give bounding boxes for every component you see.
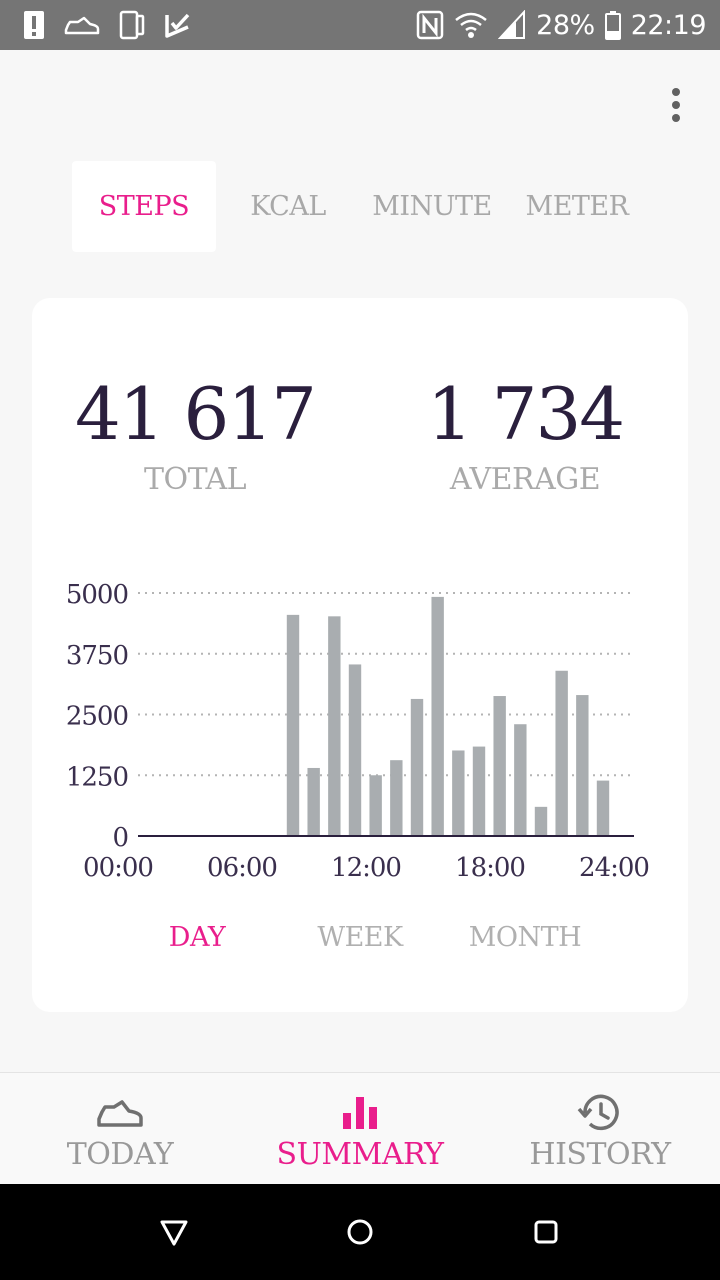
nfc-icon: [416, 10, 444, 40]
nav-history-label: HISTORY: [529, 1137, 671, 1172]
x-tick-label: 06:00: [207, 853, 277, 883]
signal-icon: [498, 10, 526, 39]
tab-minute[interactable]: MINUTE: [372, 191, 492, 222]
x-tick-label: 12:00: [331, 853, 401, 883]
chart-bar: [307, 767, 320, 836]
average-value: 1 734: [426, 372, 625, 456]
nav-summary-label: SUMMARY: [276, 1137, 444, 1172]
x-tick-label: 00:00: [83, 853, 153, 883]
tab-steps[interactable]: STEPS: [72, 161, 216, 252]
chart-bar: [348, 664, 362, 836]
range-tab-month[interactable]: MONTH: [468, 922, 582, 953]
chart-bar: [596, 780, 610, 836]
chart-bar: [369, 775, 382, 836]
shoe-icon: [97, 1100, 143, 1127]
y-tick-label: 0: [112, 823, 128, 853]
clock: 22:19: [630, 9, 707, 41]
system-navigation-bar: [0, 1184, 720, 1280]
battery-icon: [604, 11, 621, 40]
chart-bar: [555, 670, 568, 836]
tab-meter[interactable]: METER: [525, 191, 629, 222]
inbox-check-icon: [165, 13, 190, 38]
chart-bar: [328, 616, 341, 836]
home-icon[interactable]: [336, 1208, 384, 1256]
tab-kcal[interactable]: KCAL: [250, 191, 326, 222]
chart-bar: [514, 724, 527, 836]
y-tick-label: 1250: [66, 762, 128, 792]
status-bar: 28% 22:19: [0, 0, 720, 50]
y-tick-label: 2500: [66, 702, 128, 732]
nav-summary[interactable]: SUMMARY: [240, 1073, 480, 1185]
chart-bar: [493, 696, 506, 836]
average-label: AVERAGE: [449, 462, 601, 497]
nav-today[interactable]: TODAY: [0, 1073, 240, 1185]
history-icon: [577, 1094, 619, 1131]
range-tab-week[interactable]: WEEK: [317, 922, 403, 953]
phone-icon: [119, 10, 145, 40]
y-tick-label: 5000: [66, 580, 128, 610]
chart-bar: [410, 698, 424, 836]
x-tick-label: 18:00: [455, 853, 525, 883]
nav-today-label: TODAY: [66, 1137, 174, 1172]
shoe-icon: [64, 16, 100, 35]
alert-icon: [24, 11, 44, 39]
recents-icon[interactable]: [522, 1208, 570, 1256]
range-tab-day[interactable]: DAY: [168, 922, 226, 953]
battery-percent: 28%: [536, 9, 595, 41]
total-label: TOTAL: [143, 462, 247, 497]
chart-bar: [534, 806, 548, 836]
chart-bar: [286, 614, 300, 836]
chart-bar: [576, 695, 589, 836]
chart-bar: [431, 596, 444, 836]
bottom-navigation: TODAY SUMMARY HISTORY: [0, 1072, 720, 1184]
summary-card: [32, 298, 688, 1012]
bar-chart-icon: [343, 1097, 377, 1129]
back-icon[interactable]: [150, 1208, 198, 1256]
x-tick-label: 24:00: [579, 853, 649, 883]
chart-bar: [452, 750, 465, 836]
chart-bar: [472, 746, 486, 836]
y-tick-label: 3750: [66, 641, 128, 671]
nav-history[interactable]: HISTORY: [480, 1073, 720, 1185]
total-value: 41 617: [75, 372, 317, 456]
more-options-icon[interactable]: [662, 84, 690, 126]
steps-bar-chart: 5000 3750 2500 1250 000:00 06:00 12:00 18:00 24:…: [66, 580, 650, 883]
chart-bar: [390, 760, 403, 836]
wifi-icon: [455, 12, 487, 38]
